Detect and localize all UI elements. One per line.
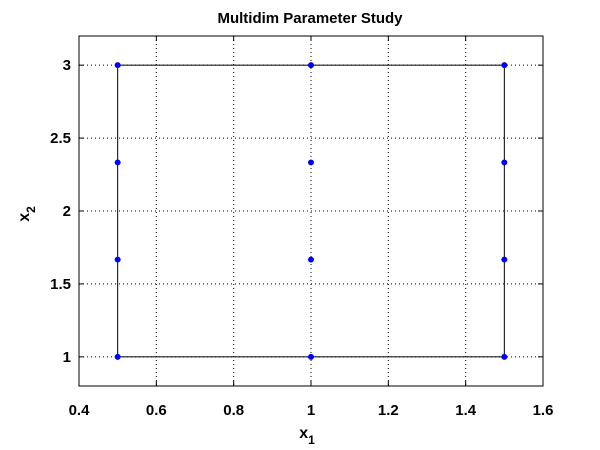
y-tick-label: 2 <box>63 203 71 220</box>
data-point <box>114 353 121 360</box>
y-tick-label: 1 <box>63 349 71 366</box>
data-point <box>308 256 314 263</box>
x-axis-label: x1 <box>299 425 315 447</box>
y-axis-label-base: x <box>16 213 33 222</box>
y-axis-label-subscript: 2 <box>24 206 38 213</box>
data-point <box>308 62 314 69</box>
x-axis-label-subscript: 1 <box>308 433 315 447</box>
x-tick-label: 1.2 <box>378 402 399 419</box>
x-tick-label: 0.6 <box>146 402 167 419</box>
x-tick-label: 1.4 <box>455 402 477 419</box>
data-point <box>114 62 121 69</box>
y-tick-label: 3 <box>63 57 71 74</box>
data-point <box>501 62 508 69</box>
x-axis-label-base: x <box>299 425 308 442</box>
x-tick-labels: 0.4 0.6 0.8 1 1.2 1.4 1.6 <box>69 402 554 419</box>
data-point <box>308 159 314 166</box>
data-point <box>114 256 121 263</box>
y-tick-labels: 1 1.5 2 2.5 3 <box>50 57 71 366</box>
x-tick-label: 0.4 <box>69 402 91 419</box>
x-tick-label: 0.8 <box>223 402 244 419</box>
data-point <box>114 159 121 166</box>
data-point <box>501 159 508 166</box>
axis-ticks <box>78 36 544 386</box>
x-tick-label: 1.6 <box>533 402 554 419</box>
grid-lines <box>78 36 544 386</box>
x-tick-label: 1 <box>307 402 315 419</box>
y-tick-label: 2.5 <box>50 130 71 147</box>
chart-title: Multidim Parameter Study <box>217 10 403 27</box>
data-points <box>114 62 508 360</box>
y-tick-label: 1.5 <box>50 276 71 293</box>
data-point <box>308 353 314 360</box>
y-axis-label: x2 <box>16 206 38 222</box>
data-point <box>501 353 508 360</box>
data-point <box>501 256 508 263</box>
